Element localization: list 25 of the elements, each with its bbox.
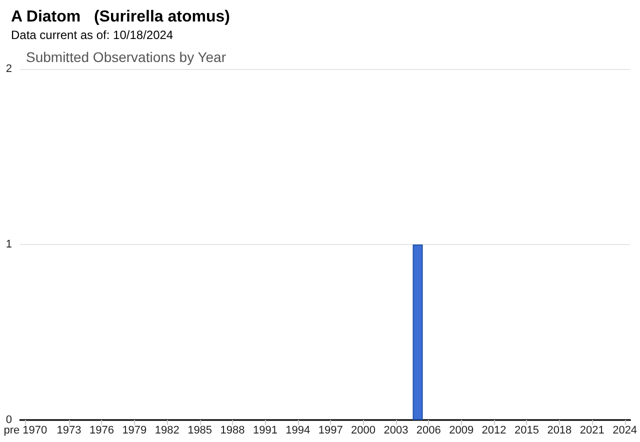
x-tick-label: 2021 (580, 424, 604, 436)
x-tick-label: 1973 (56, 424, 82, 436)
x-tick-label: 1994 (286, 424, 310, 436)
x-tick-label: 2003 (384, 424, 408, 436)
x-tick-label: 1982 (154, 424, 180, 436)
x-tick-label: 2006 (416, 424, 441, 436)
x-tick-label: 2015 (514, 424, 539, 436)
x-tick-label: 2012 (482, 424, 506, 436)
y-tick-label: 2 (6, 63, 12, 75)
y-tick-label: 0 (6, 414, 12, 426)
x-tick-label: 1976 (89, 424, 114, 436)
text: Submitted Observations by Year (26, 49, 226, 65)
x-tick-label: 1979 (122, 424, 147, 436)
x-tick-label: pre 1970 (4, 424, 48, 436)
x-tick-label: 1997 (318, 424, 343, 436)
x-tick-label: 1988 (220, 424, 245, 436)
chart-subtitle: Data current as of: 10/18/2024 (11, 28, 174, 42)
x-tick-label: 1991 (252, 424, 278, 436)
x-tick-label: 2018 (547, 424, 572, 436)
x-tick-label: 2024 (612, 424, 638, 436)
x-tick-label: 2000 (351, 424, 376, 436)
x-tick-label: 2009 (449, 424, 474, 436)
x-tick-label: 1985 (188, 424, 212, 436)
y-tick-label: 1 (6, 238, 12, 250)
chart-title: A Diatom (Surirella atomus) (11, 8, 230, 26)
